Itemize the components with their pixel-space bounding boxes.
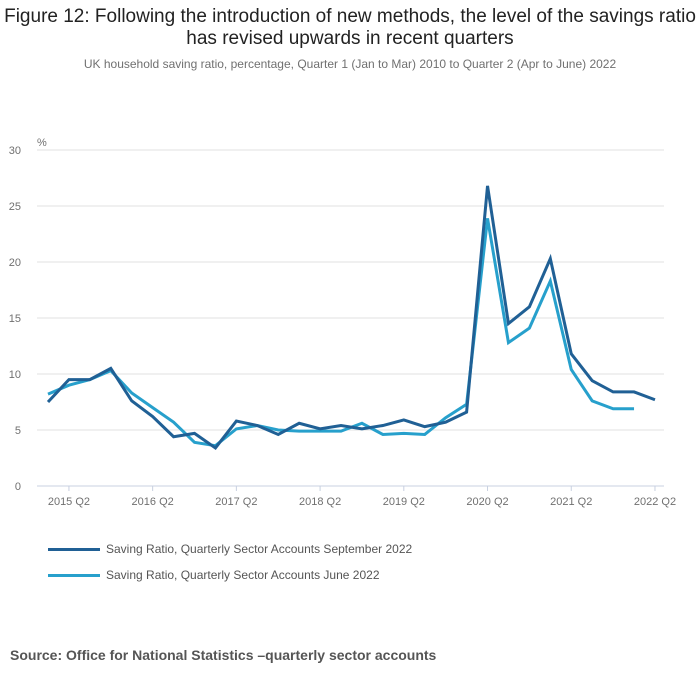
x-tick-label: 2022 Q2 (634, 496, 676, 508)
y-tick-label: 10 (9, 369, 21, 381)
y-tick-label: 25 (9, 201, 21, 213)
x-tick-label: 2016 Q2 (132, 496, 174, 508)
x-tick-label: 2020 Q2 (466, 496, 508, 508)
y-axis-label: % (37, 137, 47, 149)
y-tick-label: 30 (9, 145, 21, 157)
legend-item-june: Saving Ratio, Quarterly Sector Accounts … (48, 568, 380, 582)
series-line-september-2022 (46, 185, 656, 450)
y-tick-label: 0 (15, 481, 21, 493)
legend-label: Saving Ratio, Quarterly Sector Accounts … (106, 568, 380, 582)
chart-title: Figure 12: Following the introduction of… (4, 6, 696, 49)
legend-item-september: Saving Ratio, Quarterly Sector Accounts … (48, 542, 412, 556)
source-note: Source: Office for National Statistics –… (10, 647, 437, 663)
y-tick-label: 15 (9, 313, 21, 325)
legend-swatch (48, 547, 100, 551)
x-tick-label: 2019 Q2 (383, 496, 425, 508)
y-tick-label: 5 (15, 425, 21, 437)
y-tick-label: 20 (9, 257, 21, 269)
x-tick-label: 2021 Q2 (550, 496, 592, 508)
x-tick-label: 2017 Q2 (215, 496, 257, 508)
x-tick-label: 2018 Q2 (299, 496, 341, 508)
legend-label: Saving Ratio, Quarterly Sector Accounts … (106, 542, 413, 556)
legend-swatch (48, 573, 100, 577)
series-line-june-2022 (47, 218, 635, 448)
x-tick-label: 2015 Q2 (48, 496, 90, 508)
chart-subtitle: UK household saving ratio, percentage, Q… (83, 57, 617, 71)
